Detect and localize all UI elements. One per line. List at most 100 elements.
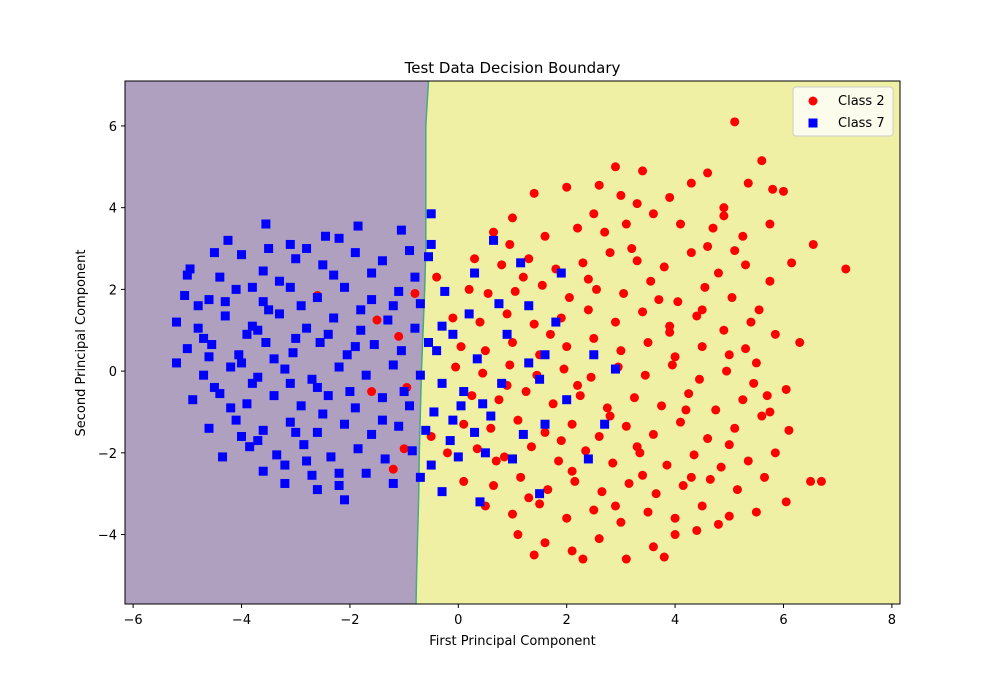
class-2-point	[605, 411, 615, 421]
class-7-point	[456, 401, 466, 411]
class-2-point	[616, 517, 626, 527]
class-2-point	[570, 476, 580, 486]
class-7-point	[193, 301, 203, 311]
class-7-point	[410, 272, 420, 282]
class-7-point	[489, 235, 499, 245]
class-7-point	[356, 305, 366, 315]
class-7-point	[247, 378, 257, 388]
class-2-point	[646, 276, 656, 286]
class-7-point	[280, 460, 290, 470]
class-2-point	[578, 258, 588, 268]
class-2-point	[841, 264, 851, 274]
class-2-point	[610, 162, 620, 172]
class-2-point	[697, 305, 707, 315]
class-2-point	[410, 288, 420, 298]
class-7-point	[247, 282, 257, 292]
class-7-point	[307, 374, 317, 384]
class-2-point	[535, 499, 545, 509]
class-7-point	[291, 333, 301, 343]
class-7-point	[339, 419, 349, 429]
class-7-point	[497, 378, 507, 388]
class-7-point	[448, 329, 458, 339]
class-7-point	[600, 419, 610, 429]
class-7-point	[280, 478, 290, 488]
class-2-point	[741, 344, 751, 354]
class-7-point	[253, 325, 263, 335]
class-2-point	[787, 258, 797, 268]
class-2-point	[638, 470, 648, 480]
class-7-point	[540, 350, 550, 360]
class-7-point	[350, 403, 360, 413]
class-2-point	[581, 446, 591, 456]
class-2-point	[524, 493, 534, 503]
class-2-point	[594, 431, 604, 441]
class-7-point	[472, 354, 482, 364]
class-7-point	[350, 342, 360, 352]
class-2-point	[540, 231, 550, 241]
class-2-point	[768, 184, 778, 194]
class-2-point	[795, 338, 805, 347]
class-7-point	[535, 374, 545, 384]
class-7-point	[318, 409, 328, 419]
class-7-point	[188, 395, 198, 405]
class-2-point	[757, 156, 767, 166]
class-2-point	[600, 227, 610, 237]
class-2-point	[689, 450, 699, 460]
class-7-point	[180, 291, 190, 301]
class-7-point	[274, 276, 284, 286]
class-2-point	[659, 262, 669, 272]
class-7-point	[215, 272, 225, 282]
class-7-point	[261, 219, 271, 229]
x-tick-label: 2	[563, 613, 571, 628]
class-2-point	[648, 542, 658, 552]
class-2-point	[711, 405, 721, 415]
x-tick-label: 8	[888, 613, 896, 628]
class-2-point	[543, 485, 553, 495]
class-7-point	[334, 468, 344, 478]
class-2-point	[662, 460, 672, 470]
class-2-point	[483, 288, 493, 298]
class-7-point	[302, 323, 312, 333]
class-2-point	[643, 507, 653, 517]
class-7-point	[321, 231, 331, 241]
class-7-point	[448, 415, 458, 425]
class-7-point	[524, 358, 534, 368]
class-7-point	[426, 460, 436, 470]
class-2-point	[765, 407, 775, 417]
class-7-point	[318, 260, 328, 270]
class-2-point	[510, 286, 520, 296]
class-2-point	[632, 256, 642, 266]
class-2-point	[665, 327, 675, 337]
class-7-point	[535, 489, 545, 499]
class-7-point	[296, 401, 306, 411]
class-2-point	[616, 190, 626, 200]
class-7-point	[394, 286, 404, 296]
class-2-point	[540, 538, 550, 548]
decision-boundary-line	[415, 81, 430, 604]
class-2-point	[648, 429, 658, 439]
class-2-point	[738, 395, 748, 405]
class-7-point	[253, 372, 263, 382]
class-7-point	[356, 325, 366, 335]
class-2-point	[562, 342, 572, 352]
class-2-point	[719, 211, 729, 221]
class-2-point	[602, 403, 612, 413]
legend-box	[792, 86, 894, 137]
class-2-point	[743, 456, 753, 466]
class-7-point	[516, 258, 526, 268]
class-2-point	[751, 507, 761, 517]
class-7-point	[269, 354, 279, 364]
class-2-point	[594, 180, 604, 190]
class-2-point	[732, 485, 742, 495]
class-2-point	[681, 405, 691, 415]
class-2-point	[806, 476, 816, 486]
y-tick-label: 4	[109, 202, 117, 217]
class-7-point	[494, 299, 504, 309]
x-axis-label: First Principal Component	[429, 634, 596, 649]
class-7-point	[209, 248, 219, 258]
y-tick-label: 2	[109, 283, 117, 298]
class-7-region	[125, 81, 429, 604]
class-2-point	[486, 423, 496, 433]
class-7-point	[312, 382, 322, 392]
